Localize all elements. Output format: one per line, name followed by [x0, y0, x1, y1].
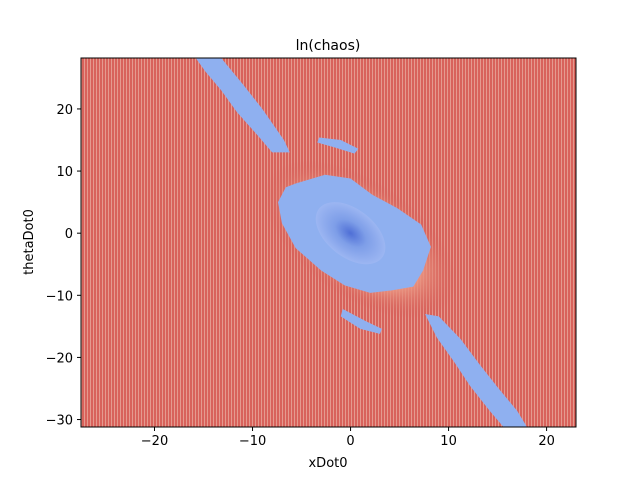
x-axis-label: xDot0	[308, 456, 347, 471]
x-axis: −20 −10 0 10 20	[141, 427, 555, 449]
lower-streak	[425, 313, 527, 427]
y-axis-label: thetaDot0	[22, 209, 37, 275]
x-tick-label: −20	[141, 434, 168, 449]
x-tick-label: 20	[538, 434, 555, 449]
chart-title: ln(chaos)	[296, 38, 361, 54]
central-core	[315, 202, 386, 265]
upper-streak	[195, 58, 290, 153]
y-tick-label: −10	[46, 289, 73, 304]
y-tick-label: 10	[56, 165, 73, 180]
upper-arc	[317, 137, 359, 154]
x-tick-label: 0	[346, 434, 354, 449]
y-axis: −30 −20 −10 0 10 20	[46, 103, 81, 429]
x-tick-label: −10	[239, 434, 266, 449]
heatmap-area	[81, 58, 576, 427]
plot-frame	[80, 57, 577, 428]
y-tick-label: −20	[46, 351, 73, 366]
y-tick-label: −30	[46, 414, 73, 429]
y-tick-label: 20	[56, 103, 73, 118]
y-tick-label: 0	[65, 227, 73, 242]
x-tick-label: 10	[440, 434, 457, 449]
lower-arc	[340, 308, 382, 334]
